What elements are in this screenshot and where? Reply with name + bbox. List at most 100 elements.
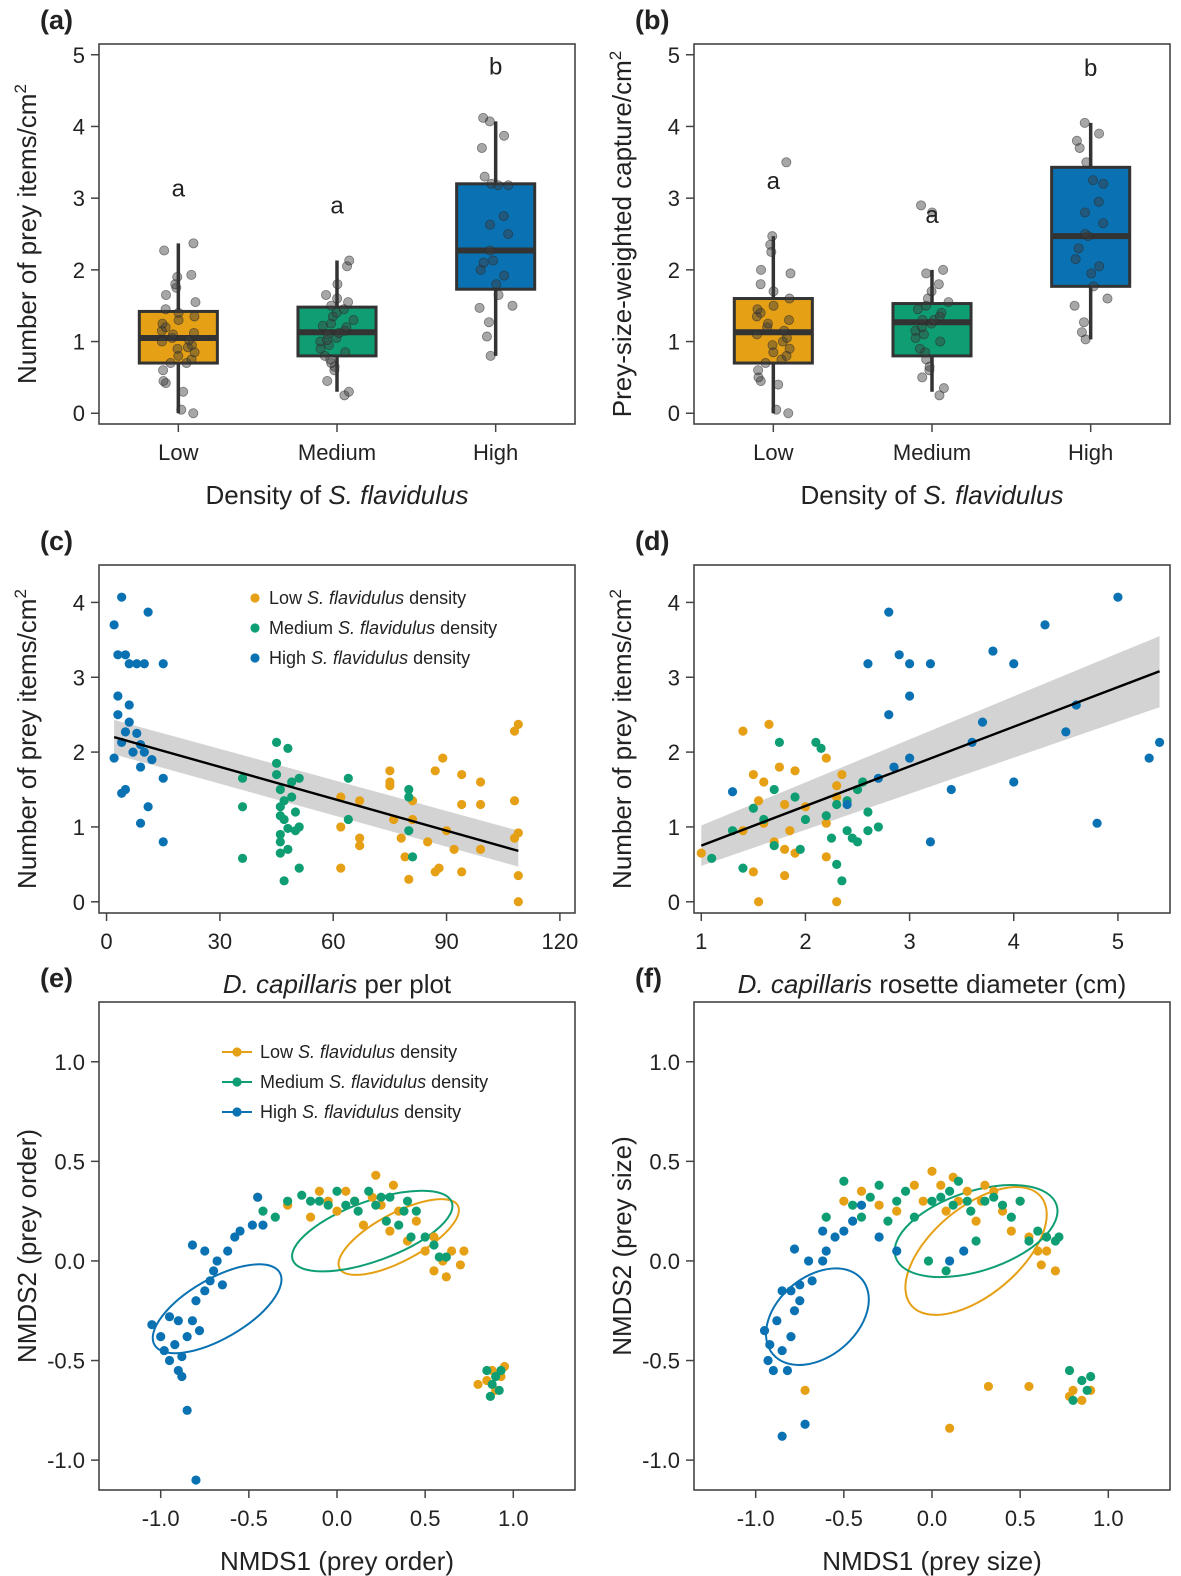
y-tick-label: -1.0 [642,1448,680,1473]
x-tick-label: 1.0 [498,1506,529,1531]
data-point-medium [1082,1385,1092,1396]
data-point [917,315,928,326]
x-tick-label: 0 [100,929,112,954]
data-point [344,255,355,266]
legend-label-species: S. flavidulus [298,1042,395,1062]
legend-label-prefix: High [269,648,311,668]
data-point-medium [811,737,821,747]
data-point-low [385,766,395,776]
data-point-high [759,1326,770,1336]
legend-label-suffix: density [395,1042,457,1062]
data-point-medium [821,811,831,821]
data-point-high [1009,659,1019,669]
data-point [167,329,178,340]
panel-label: (f) [635,963,662,993]
data-point [779,325,790,336]
data-point [927,207,938,218]
data-point [1094,128,1105,139]
data-point [315,343,326,354]
legend-label-prefix: High [260,1102,302,1122]
data-point-high [800,1419,810,1429]
data-point [186,269,197,280]
data-point-medium [962,1196,972,1206]
data-point-medium [271,769,282,780]
data-point-high [124,700,134,710]
data-point-medium [407,852,418,862]
data-point-low [748,867,758,877]
data-point-high [109,753,119,763]
data-point-medium [287,792,297,802]
y-tick-label: 4 [73,114,85,139]
data-point [767,231,778,242]
data-point-high [946,784,956,795]
data-point-medium [945,1186,955,1196]
legend-marker [250,593,260,603]
data-point-high [247,1220,257,1230]
data-point-low [821,818,831,828]
data-point-high [1144,753,1154,763]
y-tick-label: 0 [668,401,680,426]
data-point-high [905,659,915,669]
data-point-medium [496,1365,506,1376]
data-point-high [194,1326,205,1336]
data-point-high [235,1226,245,1236]
data-point-low [941,1206,951,1216]
data-point-low [396,833,406,843]
data-point-medium [283,844,293,854]
panel-e: (e) -1.0 -0.5 0.0 0.5 1.0 -1.0 -0.5 0.0 0.5 1.0 NMD… [12,963,576,1576]
data-point-medium [270,1212,280,1222]
data-point-high [120,784,131,795]
data-point [785,268,796,279]
data-point [926,286,937,297]
data-point [752,304,763,315]
data-point-high [795,1296,805,1306]
data-point-low [832,781,842,791]
data-point-medium [305,1196,316,1206]
data-point-high [884,710,894,720]
data-point-high [191,1475,201,1485]
data-point [1086,268,1097,279]
data-point-medium [883,1216,893,1226]
data-point-high [113,650,123,660]
data-point-medium [371,1200,381,1210]
data-point-low [832,897,842,907]
data-point [938,264,949,275]
data-point-high [182,1405,192,1415]
data-point-medium [936,1192,946,1202]
data-point-high [818,1256,828,1266]
data-point-medium [402,1196,413,1206]
data-point-medium [343,814,353,825]
data-point [766,246,777,257]
data-point [485,219,496,230]
data-point-medium [494,1385,504,1396]
data-point [783,408,794,419]
data-point-low [918,1196,928,1206]
data-point-medium [816,743,826,753]
data-point-low [473,1379,483,1390]
x-axis-title-text: NMDS1 (prey size) [822,1546,1042,1576]
legend-marker [250,623,260,633]
data-point-high [230,1232,240,1242]
data-point [186,340,197,351]
data-point-high [200,1246,210,1256]
data-point [938,383,949,394]
data-point-high [120,650,131,660]
y-tick-label: -0.5 [47,1349,85,1374]
data-point-high [139,659,149,669]
data-point-medium [237,802,248,812]
x-tick-label: Low [158,440,198,465]
data-point-medium [839,1176,849,1186]
data-point-medium [275,829,285,840]
data-point-high [889,762,899,772]
data-point-low [1024,1381,1034,1392]
legend-label-species: S. flavidulus [307,588,404,608]
data-point-medium [343,773,353,783]
data-point-low [839,1196,849,1206]
plot-frame [693,564,1171,914]
data-point-high [212,1256,222,1266]
data-point [181,358,192,369]
x-tick-label: 90 [434,929,458,954]
legend-label-species: S. flavidulus [338,618,435,638]
data-point-low [785,826,795,836]
data-point-high [143,802,153,812]
